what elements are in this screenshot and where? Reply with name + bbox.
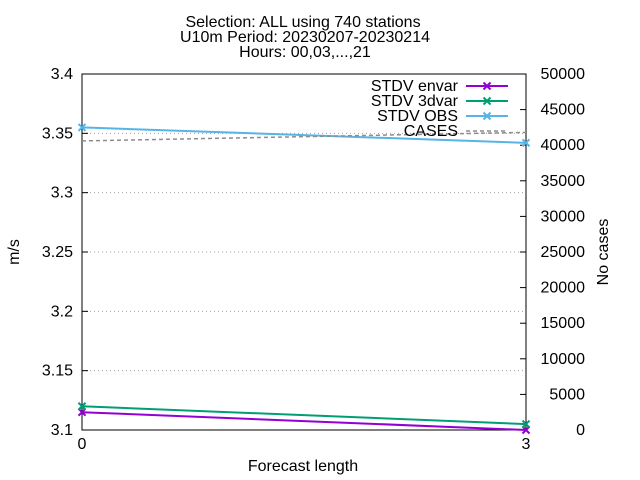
legend-label-stdv-envar: STDV envar [371,78,459,95]
y2-tick-label: 40000 [541,137,586,154]
grid-lines [82,132,526,372]
title-line-1: Selection: ALL using 740 stations [185,14,420,31]
title-line-2: U10m Period: 20230207-20230214 [180,29,430,46]
y-tick-label: 3.15 [42,363,73,380]
y-tick-label: 3.3 [51,185,73,202]
y2-tick-label: 35000 [541,173,586,190]
chart-title: Selection: ALL using 740 stations U10m P… [180,14,430,61]
y-axis: 3.1 3.15 3.2 3.25 3.3 3.35 3.4 [42,66,88,439]
y-tick-label: 3.2 [51,303,73,320]
x-tick-label: 0 [78,436,87,453]
title-line-3: Hours: 00,03,...,21 [239,44,371,61]
series-line-stdv-3dvar [81,405,527,426]
y2-tick-label: 5000 [549,386,585,403]
legend-label-stdv-3dvar: STDV 3dvar [371,93,459,110]
y2-tick-label: 50000 [541,66,586,83]
series-group [77,123,531,435]
y-axis-label: m/s [6,239,23,265]
y-tick-label: 3.1 [51,422,73,439]
y2-tick-label: 15000 [541,315,586,332]
y-tick-label: 3.25 [42,244,73,261]
y2-tick-label: 25000 [541,244,586,261]
y2-tick-label: 20000 [541,280,586,297]
legend-marker-stdv-envar [482,81,492,91]
y2-tick-label: 30000 [541,208,586,225]
y2-axis-label: No cases [595,219,612,286]
series-line-stdv-envar [81,411,527,431]
data-point-stdv-3dvar [77,402,87,411]
x-tick-label: 3 [522,436,531,453]
y2-tick-label: 0 [576,422,585,439]
y2-axis: 0 5000 10000 15000 20000 25000 30000 35000 40000… [520,66,585,439]
legend-label-cases: CASES [404,123,458,140]
y2-tick-label: 10000 [541,351,586,368]
plot-area-border [81,73,527,431]
y-tick-label: 3.4 [51,66,73,83]
x-axis-label: Forecast length [248,458,358,475]
y-tick-label: 3.35 [42,125,73,142]
series-line-stdv-obs [81,126,527,144]
data-point-stdv-obs [521,138,531,148]
legend-label-stdv-obs: STDV OBS [377,108,458,125]
data-point-stdv-3dvar [521,419,531,429]
legend-marker-stdv-3dvar [482,96,492,106]
y2-tick-label: 45000 [541,102,586,119]
data-point-stdv-obs [77,123,87,132]
legend-marker-stdv-obs [482,111,492,121]
